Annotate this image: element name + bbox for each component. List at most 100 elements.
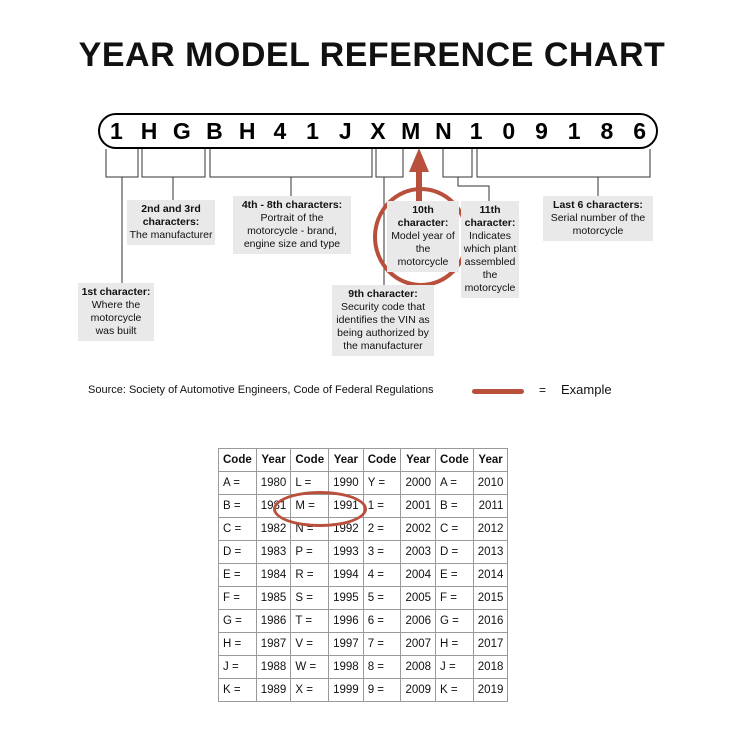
code-cell: 9 = bbox=[362, 678, 402, 702]
year-cell: 2016 bbox=[472, 609, 509, 633]
code-cell: B = bbox=[218, 494, 257, 518]
code-cell: 1 = bbox=[362, 494, 402, 518]
code-cell: V = bbox=[290, 632, 330, 656]
callout-body: Portrait of the motorcycle - brand, engi… bbox=[243, 212, 341, 250]
table-row: H = 1987 V = 1997 7 = 2007 H = 2017 bbox=[218, 632, 509, 656]
legend-example-label: Example bbox=[561, 382, 612, 397]
table-header-8: Year bbox=[472, 448, 509, 472]
code-cell: 6 = bbox=[362, 609, 402, 633]
year-cell: 2006 bbox=[400, 609, 437, 633]
year-cell: 1981 bbox=[255, 494, 292, 518]
table-row: B = 1981 M = 1991 1 = 2001 B = 2011 bbox=[218, 494, 509, 518]
vin-char-6: 4 bbox=[273, 117, 287, 144]
callout-body: Model year of the motorcycle bbox=[391, 230, 455, 268]
year-cell: 2014 bbox=[472, 563, 509, 587]
code-cell: E = bbox=[435, 563, 474, 587]
code-cell: G = bbox=[435, 609, 474, 633]
callout-last-6-characters: Last 6 characters: Serial number of the … bbox=[543, 196, 653, 241]
year-cell: 2000 bbox=[400, 471, 437, 495]
callout-body: The manufacturer bbox=[129, 229, 213, 241]
year-cell: 2017 bbox=[472, 632, 509, 656]
code-year-table-wrapper: Code Year Code Year Code Year Code Year A = 1980… bbox=[218, 448, 509, 702]
year-cell: 1980 bbox=[255, 471, 292, 495]
year-cell: 2007 bbox=[400, 632, 437, 656]
vin-char-13: 0 bbox=[502, 117, 516, 144]
table-header-7: Code bbox=[435, 448, 474, 472]
code-cell: Y = bbox=[362, 471, 402, 495]
code-cell: M = bbox=[290, 494, 330, 518]
table-row: E = 1984 R = 1994 4 = 2004 E = 2014 bbox=[218, 563, 509, 587]
year-cell: 2009 bbox=[400, 678, 437, 702]
year-cell: 1997 bbox=[328, 632, 364, 656]
table-row: C = 1982 N = 1992 2 = 2002 C = 2012 bbox=[218, 517, 509, 541]
year-cell: 1989 bbox=[255, 678, 292, 702]
year-cell: 2013 bbox=[472, 540, 509, 564]
code-cell: D = bbox=[435, 540, 474, 564]
year-cell: 2004 bbox=[400, 563, 437, 587]
code-cell: H = bbox=[218, 632, 257, 656]
year-cell: 1991 bbox=[328, 494, 364, 518]
vin-char-5: H bbox=[238, 117, 256, 144]
year-cell: 1990 bbox=[328, 471, 364, 495]
table-header-3: Code bbox=[290, 448, 330, 472]
table-row: J = 1988 W = 1998 8 = 2008 J = 2018 bbox=[218, 655, 509, 679]
code-cell: N = bbox=[290, 517, 330, 541]
vin-char-14: 9 bbox=[535, 117, 548, 144]
callout-1st-character: 1st character: Where the motorcycle was … bbox=[78, 283, 154, 341]
year-cell: 1998 bbox=[328, 655, 364, 679]
callout-heading: Last 6 characters: bbox=[553, 199, 643, 211]
code-cell: B = bbox=[435, 494, 474, 518]
code-cell: F = bbox=[435, 586, 474, 610]
table-row: K = 1989 X = 1999 9 = 2009 K = 2019 bbox=[218, 678, 509, 702]
callout-heading: 11th character: bbox=[464, 204, 516, 229]
year-cell: 2010 bbox=[472, 471, 509, 495]
table-header-6: Year bbox=[400, 448, 437, 472]
callout-heading: 4th - 8th characters: bbox=[241, 199, 343, 211]
code-cell: 5 = bbox=[362, 586, 402, 610]
code-cell: G = bbox=[218, 609, 257, 633]
vin-char-12: 1 bbox=[469, 117, 483, 144]
year-cell: 1995 bbox=[328, 586, 364, 610]
code-cell: J = bbox=[435, 655, 474, 679]
table-row: D = 1983 P = 1993 3 = 2003 D = 2013 bbox=[218, 540, 509, 564]
vin-char-9: X bbox=[370, 117, 386, 144]
code-cell: A = bbox=[218, 471, 257, 495]
table-header-1: Code bbox=[218, 448, 257, 472]
example-color-swatch bbox=[472, 389, 524, 394]
year-cell: 2008 bbox=[400, 655, 437, 679]
callout-11th-character: 11th character: Indicates which plant as… bbox=[461, 201, 519, 298]
year-cell: 1982 bbox=[255, 517, 292, 541]
year-cell: 1994 bbox=[328, 563, 364, 587]
legend-equals-sign: = bbox=[539, 383, 547, 397]
callout-heading: 10th character: bbox=[397, 204, 449, 229]
year-cell: 2019 bbox=[472, 678, 509, 702]
table-body: A = 1980 L = 1990 Y = 2000 A = 2010 B = 1981 M = 19… bbox=[218, 471, 509, 702]
year-cell: 1992 bbox=[328, 517, 364, 541]
code-cell: C = bbox=[218, 517, 257, 541]
code-cell: H = bbox=[435, 632, 474, 656]
code-cell: K = bbox=[218, 678, 257, 702]
code-cell: C = bbox=[435, 517, 474, 541]
year-cell: 1984 bbox=[255, 563, 292, 587]
year-cell: 1993 bbox=[328, 540, 364, 564]
year-cell: 2015 bbox=[472, 586, 509, 610]
code-cell: 2 = bbox=[362, 517, 402, 541]
code-cell: F = bbox=[218, 586, 257, 610]
code-cell: A = bbox=[435, 471, 474, 495]
year-cell: 2005 bbox=[400, 586, 437, 610]
table-header-2: Year bbox=[255, 448, 292, 472]
vin-char-16: 8 bbox=[600, 117, 614, 144]
year-cell: 2001 bbox=[400, 494, 437, 518]
year-cell: 1987 bbox=[255, 632, 292, 656]
year-cell: 1983 bbox=[255, 540, 292, 564]
page-title: YEAR MODEL REFERENCE CHART bbox=[78, 36, 666, 74]
table-header-row: Code Year Code Year Code Year Code Year bbox=[218, 448, 509, 472]
code-cell: 3 = bbox=[362, 540, 402, 564]
year-cell: 1986 bbox=[255, 609, 292, 633]
code-cell: D = bbox=[218, 540, 257, 564]
code-cell: S = bbox=[290, 586, 330, 610]
vin-char-17: 6 bbox=[633, 117, 646, 144]
year-cell: 2003 bbox=[400, 540, 437, 564]
vin-char-2: H bbox=[140, 117, 158, 144]
